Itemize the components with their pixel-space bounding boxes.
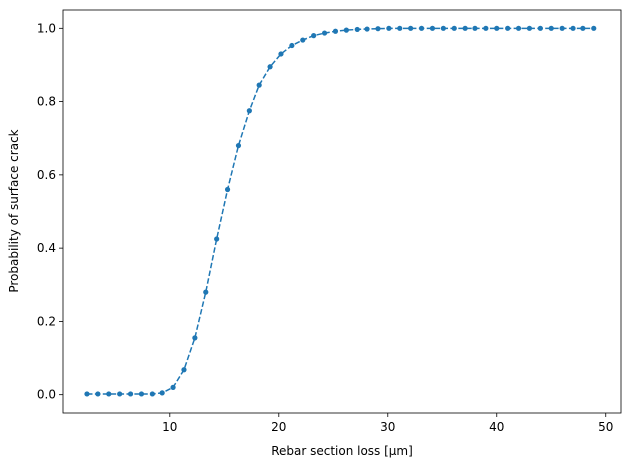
data-point [332,28,339,34]
data-point [494,25,500,31]
data-point [246,108,252,114]
x-tick-label: 20 [271,420,286,434]
x-tick-label: 40 [489,420,504,434]
data-point [138,391,145,397]
x-tick-label: 50 [598,420,613,434]
data-point [181,367,187,373]
data-point [117,391,123,397]
y-tick-label: 1.0 [37,21,56,35]
data-point [408,25,414,31]
data-point [515,25,522,31]
data-point [418,25,425,31]
data-point [397,25,403,31]
y-tick-label: 0.6 [37,168,56,182]
data-point [170,384,176,390]
data-point [267,64,273,70]
data-point [548,25,554,31]
data-point [278,51,284,57]
data-point [192,335,198,341]
y-tick-label: 0.0 [37,388,56,402]
data-point [462,25,468,31]
plot-frame [62,9,622,414]
y-tick-label: 0.4 [37,241,56,255]
data-point [440,25,446,31]
data-point [429,25,436,31]
x-tick-label: 10 [162,420,177,434]
data-point [214,236,220,242]
data-point [451,25,457,31]
data-point [526,25,533,31]
data-point [149,391,155,397]
data-point [375,26,381,32]
data-point [311,33,317,39]
data-point [472,25,478,31]
y-axis-label: Probability of surface crack [7,129,21,292]
data-point [505,25,511,31]
data-point [203,289,209,295]
data-line [86,27,594,395]
x-axis-label: Rebar section loss [μm] [271,444,413,458]
data-point [580,25,586,31]
data-point [386,25,392,31]
data-point [159,390,165,396]
data-point [354,26,360,33]
data-point [235,142,242,149]
data-point [106,391,112,397]
data-point [559,25,565,31]
data-point [591,25,597,31]
data-point [256,82,262,88]
data-point [343,27,349,33]
data-point [95,391,101,397]
data-point [289,42,295,49]
y-tick-label: 0.2 [37,314,56,328]
data-point [483,25,489,31]
x-tick-label: 30 [380,420,395,434]
data-point [321,30,328,36]
data-point [570,25,576,31]
data-point [224,186,231,193]
data-point [537,25,543,31]
data-point [127,391,134,397]
data-point [300,37,306,43]
y-tick-label: 0.8 [37,95,56,109]
data-point [84,391,90,397]
data-point [364,26,370,32]
